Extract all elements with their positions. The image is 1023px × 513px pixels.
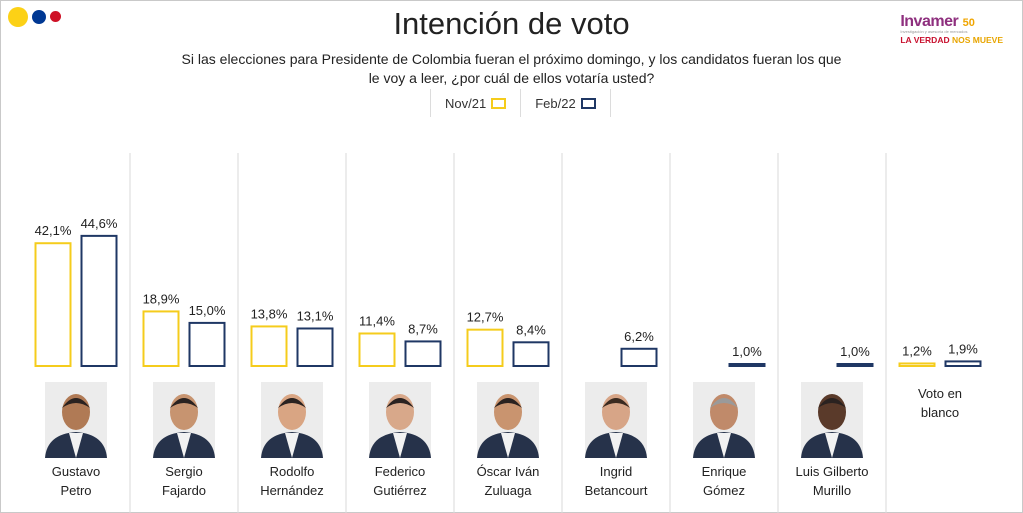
legend-item-feb22: Feb/22	[521, 96, 609, 111]
legend-divider	[609, 89, 611, 117]
candidate-photo-icon	[801, 382, 863, 458]
logo-tagline: LA VERDAD NOS MUEVE	[900, 35, 1003, 45]
data-label-nov21: 18,9%	[143, 291, 180, 306]
data-label-feb22: 15,0%	[189, 303, 226, 318]
bar-feb22	[188, 321, 226, 367]
bar-feb22	[728, 363, 766, 367]
data-label-nov21: 1,2%	[902, 343, 932, 358]
bar-feb22	[80, 234, 118, 367]
candidate-name-line: Enrique	[701, 464, 747, 479]
candidate-photo-icon	[477, 382, 539, 458]
candidate-name-line: Betancourt	[584, 483, 648, 498]
candidate-name-line: Luis Gilberto	[795, 464, 869, 479]
data-label-feb22: 8,7%	[408, 321, 438, 336]
legend-swatch-nov21	[491, 97, 507, 109]
data-label-nov21: 42,1%	[35, 223, 72, 238]
candidate-name: Federico Gutiérrez	[346, 462, 454, 500]
bar-nov21	[250, 325, 288, 368]
candidate-name-line: Petro	[60, 483, 92, 498]
logo-tagline-red: LA VERDAD	[900, 35, 950, 45]
flag-dot-blue	[32, 10, 46, 24]
candidate-name-line: Gutiérrez	[373, 483, 427, 498]
candidate-name: Luis Gilberto Murillo	[778, 462, 886, 500]
data-label-feb22: 1,0%	[732, 344, 762, 359]
candidate-photo-icon	[45, 382, 107, 458]
data-label-feb22: 1,9%	[948, 341, 978, 356]
flag-dot-yellow	[8, 7, 28, 27]
legend-label-nov21: Nov/21	[445, 95, 487, 111]
invamer-logo: Invamer 50 Investigación y asesoría de m…	[900, 13, 1003, 45]
candidate-name: Óscar Iván Zuluaga	[454, 462, 562, 500]
candidate-name-line: Zuluaga	[484, 483, 532, 498]
legend: Nov/21 Feb/22	[430, 89, 611, 117]
candidate-name: Voto en blanco	[886, 384, 994, 422]
legend-swatch-feb22	[580, 97, 596, 109]
legend-divider	[430, 89, 431, 117]
bar-nov21	[142, 310, 180, 367]
candidate-photo-icon	[585, 382, 647, 458]
bar-feb22	[836, 363, 874, 367]
candidate-name-line: Ingrid	[599, 464, 633, 479]
logo-subline: Investigación y asesoría de mercados	[900, 29, 968, 34]
bar-nov21	[34, 242, 72, 367]
candidate-photo-icon	[153, 382, 215, 458]
candidate-name-line: Gómez	[703, 483, 745, 498]
bar-nov21	[466, 328, 504, 367]
bar-feb22	[620, 347, 658, 368]
bar-nov21	[898, 362, 936, 367]
candidate-name-line: blanco	[920, 405, 960, 420]
survey-question: Si las elecciones para Presidente de Col…	[181, 51, 842, 86]
candidate-name-line: Federico	[374, 464, 426, 479]
logo-brand: Invamer	[900, 13, 959, 30]
data-label-feb22: 13,1%	[297, 308, 334, 323]
candidate-name-line: Gustavo	[51, 464, 101, 479]
bar-feb22	[404, 340, 442, 367]
candidate-name: Ingrid Betancourt	[562, 462, 670, 500]
legend-divider	[520, 89, 522, 117]
data-label-nov21: 12,7%	[467, 310, 504, 325]
candidate-name: Gustavo Petro	[22, 462, 130, 500]
candidate-name-line: Voto en	[917, 386, 963, 401]
data-label-feb22: 1,0%	[840, 344, 870, 359]
flag-dot-red	[50, 11, 61, 22]
data-label-nov21: 11,4%	[359, 313, 395, 328]
bar-feb22	[944, 360, 982, 368]
legend-label-feb22: Feb/22	[535, 95, 576, 111]
bar-feb22	[296, 327, 334, 367]
candidate-name-line: Rodolfo	[269, 464, 315, 479]
data-label-nov21: 13,8%	[251, 306, 288, 321]
candidate-photo-icon	[369, 382, 431, 458]
logo-fifty: 50	[962, 17, 975, 29]
candidate-photo-icon	[693, 382, 755, 458]
candidate-name: Enrique Gómez	[670, 462, 778, 500]
logo-tagline-yellow: NOS MUEVE	[951, 35, 1003, 45]
candidate-name-line: Sergio	[165, 464, 203, 479]
candidate-name-line: Fajardo	[161, 483, 207, 498]
candidate-name-line: Óscar Iván	[476, 464, 540, 479]
data-label-feb22: 6,2%	[624, 329, 654, 344]
data-label-feb22: 44,6%	[81, 216, 118, 231]
candidate-name-line: Hernández	[260, 483, 324, 498]
bar-feb22	[512, 341, 550, 367]
page-title: Intención de voto	[393, 6, 630, 41]
candidate-name: Rodolfo Hernández	[238, 462, 346, 500]
data-label-feb22: 8,4%	[516, 322, 546, 337]
candidate-name: Sergio Fajardo	[130, 462, 238, 500]
bar-nov21	[358, 332, 396, 368]
candidate-photo-icon	[261, 382, 323, 458]
legend-item-nov21: Nov/21	[431, 96, 520, 111]
candidate-name-line: Murillo	[812, 483, 852, 498]
